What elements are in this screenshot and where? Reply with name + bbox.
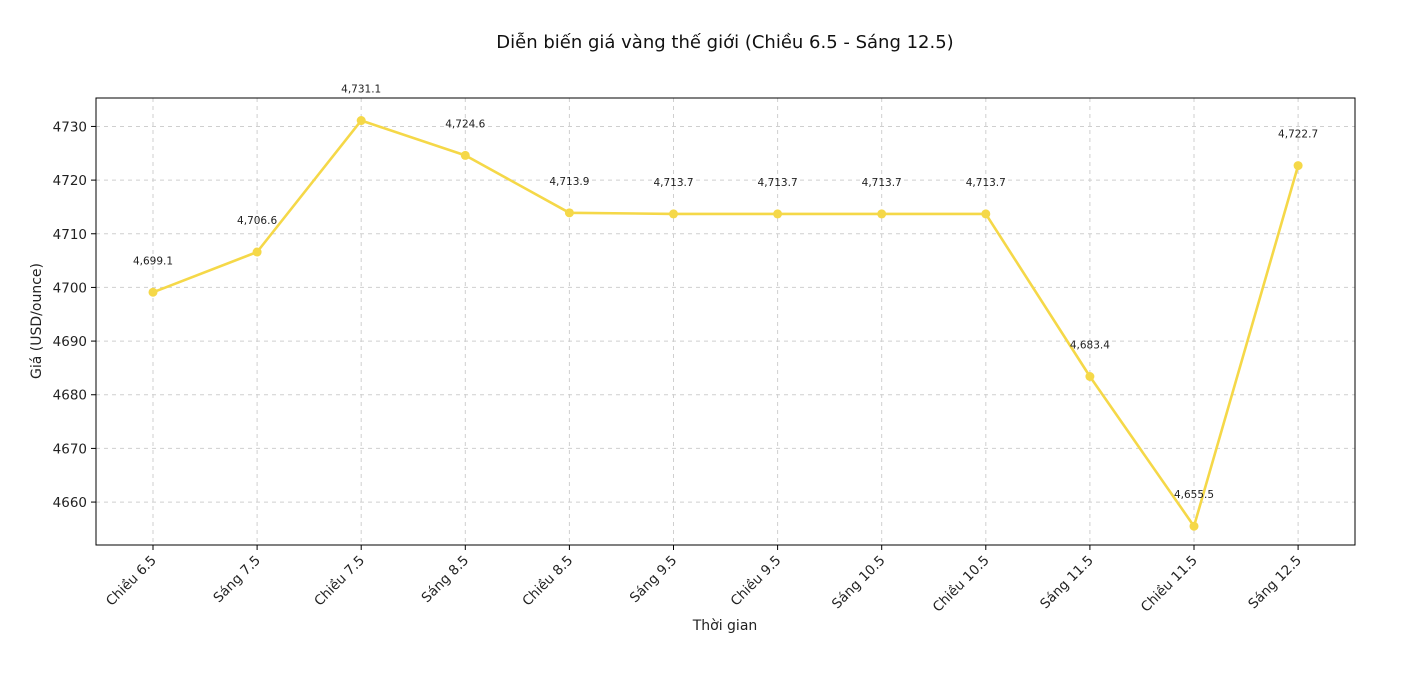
- x-tick-label: Sáng 11.5: [1037, 553, 1097, 613]
- data-labels: 4,699.1 4,706.6 4,731.1 4,724.6 4,713.9 4,713…: [133, 84, 1318, 502]
- y-tick-label: 4700: [53, 280, 87, 296]
- x-tick-label: Chiều 11.5: [1137, 552, 1201, 616]
- y-tick-label: 4710: [53, 227, 87, 243]
- data-point: [460, 150, 470, 160]
- data-point: [1293, 161, 1303, 171]
- x-tick-label: Chiều 7.5: [310, 552, 368, 610]
- y-axis-label: Giá (USD/ounce): [29, 263, 45, 379]
- data-label: 4,713.9: [549, 176, 589, 188]
- data-label: 4,722.7: [1278, 129, 1318, 141]
- data-label: 4,706.6: [237, 215, 277, 227]
- y-tick-label: 4660: [53, 495, 87, 511]
- x-tick-label: Sáng 9.5: [627, 553, 681, 607]
- data-label: 4,683.4: [1070, 340, 1110, 352]
- x-tick-label: Sáng 10.5: [829, 553, 889, 613]
- data-label: 4,724.6: [445, 118, 485, 130]
- y-axis-ticks: 4660 4670 4680 4690 4700 4710 4720 4730: [53, 119, 96, 511]
- y-tick-label: 4680: [53, 388, 87, 404]
- data-point: [773, 209, 783, 219]
- data-point: [669, 209, 678, 219]
- y-tick-label: 4690: [53, 334, 87, 350]
- y-tick-label: 4720: [53, 173, 87, 189]
- plot-area-frame: [95, 97, 1356, 546]
- data-point: [1085, 372, 1095, 382]
- data-point: [356, 116, 366, 126]
- x-axis-label: Thời gian: [692, 618, 758, 634]
- grid-lines: [96, 98, 1355, 545]
- data-point: [564, 208, 574, 218]
- data-label: 4,713.7: [966, 177, 1006, 189]
- data-point: [252, 247, 262, 257]
- x-tick-label: Sáng 12.5: [1245, 553, 1305, 613]
- y-tick-label: 4730: [53, 119, 87, 135]
- data-label: 4,713.7: [653, 177, 693, 189]
- data-point: [1189, 521, 1199, 531]
- chart-title: Diễn biến giá vàng thế giới (Chiều 6.5 -…: [496, 32, 953, 53]
- data-label: 4,731.1: [341, 84, 381, 96]
- series-line-layer: [152, 119, 1300, 528]
- data-label: 4,713.7: [862, 177, 902, 189]
- x-tick-label: Chiều 9.5: [727, 552, 785, 610]
- data-point: [981, 209, 991, 219]
- x-tick-label: Chiều 6.5: [102, 552, 160, 610]
- x-tick-label: Sáng 7.5: [210, 553, 264, 607]
- x-tick-label: Chiều 10.5: [929, 552, 993, 616]
- y-tick-label: 4670: [53, 441, 87, 457]
- data-label: 4,713.7: [758, 177, 798, 189]
- x-axis-ticks: Chiều 6.5 Sáng 7.5 Chiều 7.5 Sáng 8.5 Chiều …: [102, 545, 1305, 615]
- x-tick-label: Sáng 8.5: [419, 553, 473, 607]
- series-line: [152, 119, 1300, 528]
- data-point: [148, 287, 158, 297]
- data-points: [148, 116, 1303, 531]
- data-label: 4,699.1: [133, 255, 173, 267]
- data-point: [877, 209, 887, 219]
- data-label: 4,655.5: [1174, 489, 1214, 501]
- x-tick-label: Chiều 8.5: [519, 552, 577, 610]
